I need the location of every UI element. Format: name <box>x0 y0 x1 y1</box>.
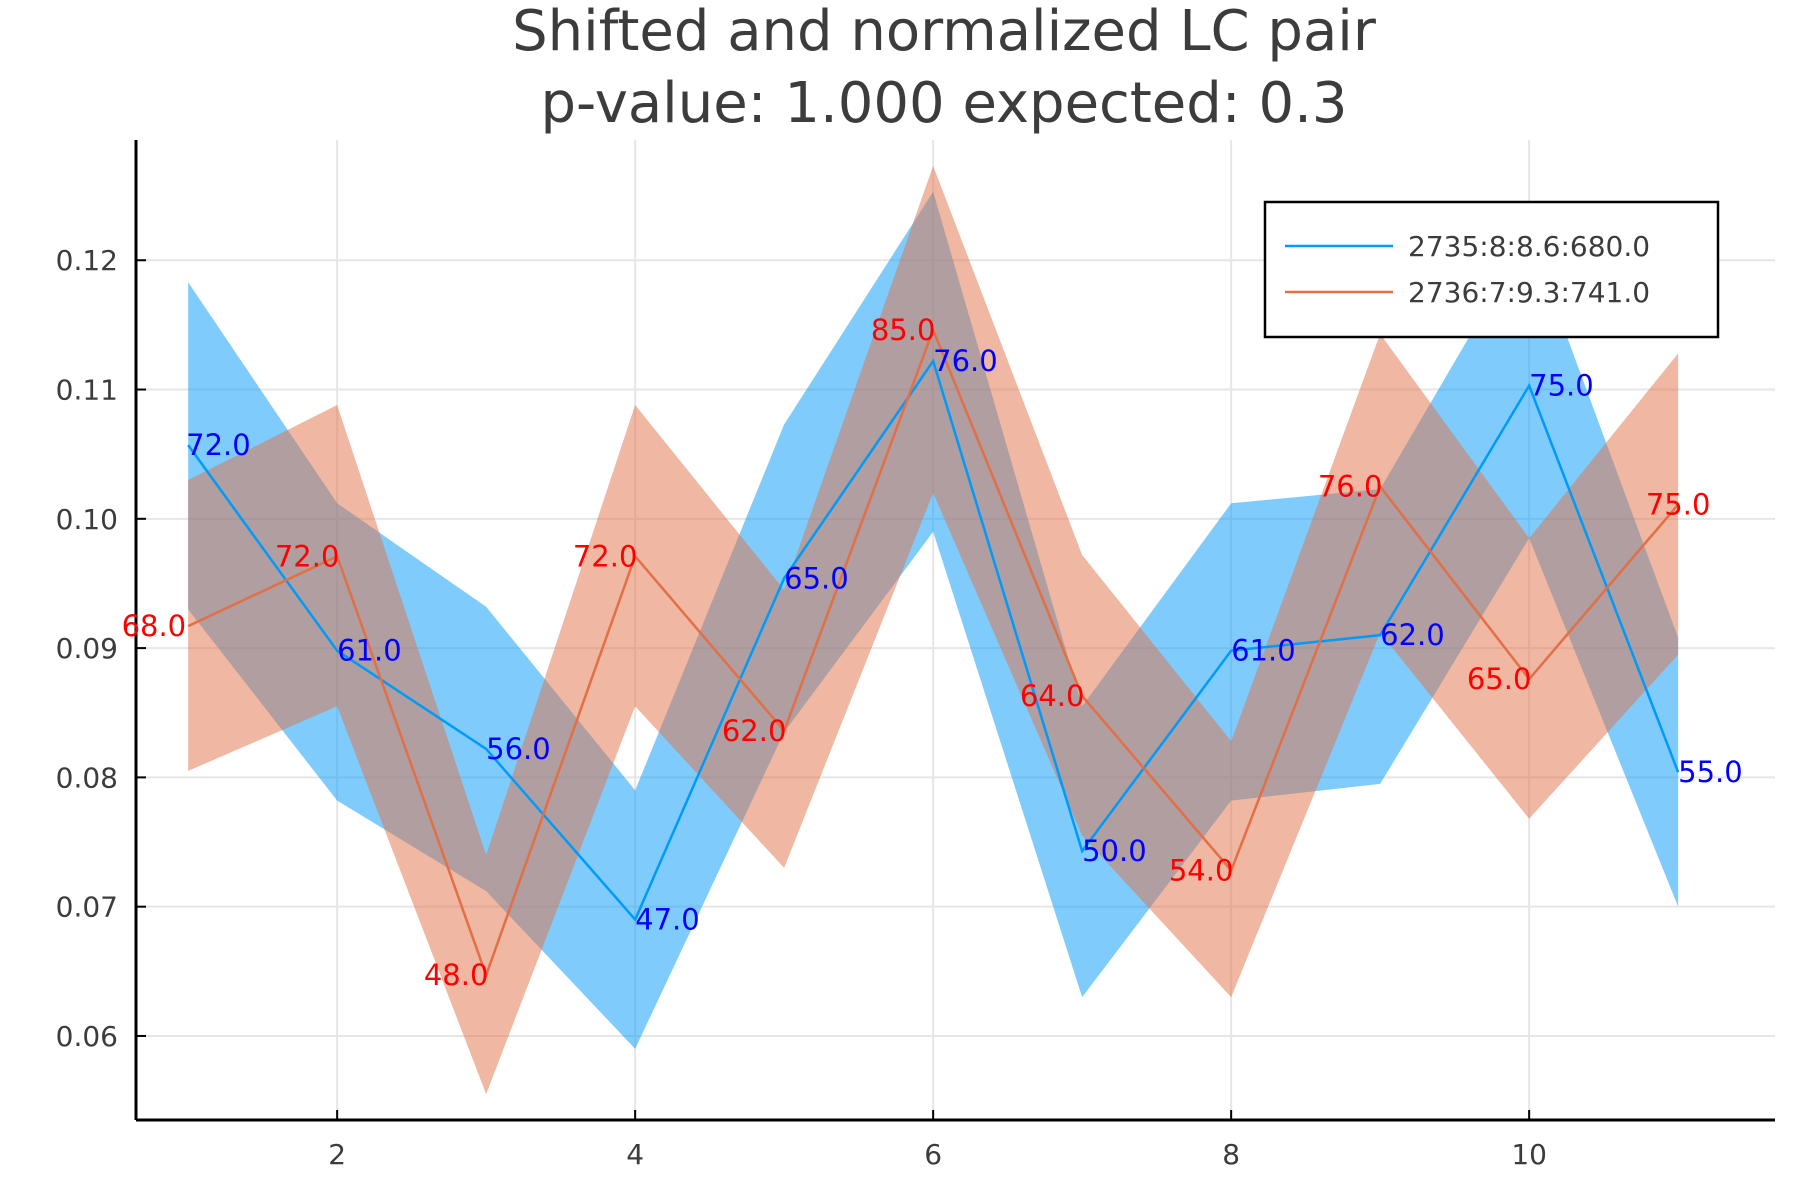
data-label-series-2: 75.0 <box>1646 488 1711 522</box>
data-label-series-1: 61.0 <box>337 634 402 668</box>
data-label-series-2: 72.0 <box>573 539 638 573</box>
data-label-series-2: 64.0 <box>1020 679 1085 713</box>
data-label-series-1: 61.0 <box>1231 634 1296 668</box>
data-label-series-2: 76.0 <box>1318 469 1383 503</box>
tick-labels: 2 4 6 8 10 0.06 0.07 0.08 0.09 0.10 0.11 0.12 <box>56 244 1547 1171</box>
y-tick-label: 0.10 <box>56 503 118 536</box>
y-tick-label: 0.11 <box>56 374 118 407</box>
data-label-series-2: 85.0 <box>871 313 936 347</box>
chart-subtitle: p-value: 1.000 expected: 0.3 <box>540 71 1347 136</box>
legend-label-series-1: 2735:8:8.6:680.0 <box>1408 230 1650 263</box>
x-tick-label: 10 <box>1511 1138 1547 1171</box>
error-band-series-2 <box>188 165 1679 1095</box>
y-tick-label: 0.07 <box>56 891 118 924</box>
legend-label-series-2: 2736:7:9.3:741.0 <box>1408 276 1650 309</box>
legend: 2735:8:8.6:680.0 2736:7:9.3:741.0 <box>1263 200 1720 339</box>
data-label-series-2: 48.0 <box>424 958 489 992</box>
data-label-series-2: 65.0 <box>1467 662 1532 696</box>
x-tick-label: 8 <box>1222 1138 1240 1171</box>
y-tick-label: 0.09 <box>56 632 118 665</box>
x-tick-label: 4 <box>626 1138 644 1171</box>
legend-box <box>1263 200 1720 339</box>
data-label-series-2: 62.0 <box>722 714 787 748</box>
data-label-series-1: 75.0 <box>1529 369 1594 403</box>
x-tick-label: 2 <box>328 1138 346 1171</box>
data-label-series-1: 72.0 <box>186 428 251 462</box>
data-label-series-1: 56.0 <box>486 732 551 766</box>
data-label-series-2: 54.0 <box>1169 853 1234 887</box>
data-label-series-2: 72.0 <box>275 539 340 573</box>
x-tick-label: 6 <box>924 1138 942 1171</box>
y-tick-label: 0.06 <box>56 1020 118 1053</box>
y-tick-label: 0.12 <box>56 244 118 277</box>
axes <box>134 140 1775 1122</box>
data-label-series-2: 68.0 <box>122 609 187 643</box>
data-label-series-1: 65.0 <box>784 561 849 595</box>
data-label-series-1: 50.0 <box>1082 834 1147 868</box>
series-line-2 <box>187 326 1680 979</box>
series-lines <box>187 326 1680 979</box>
chart-title: Shifted and normalized LC pair <box>512 0 1377 64</box>
y-tick-label: 0.08 <box>56 761 118 794</box>
data-label-series-1: 62.0 <box>1380 618 1445 652</box>
data-labels: 72.0 61.0 56.0 47.0 65.0 76.0 50.0 61.0 62.0 75.0… <box>122 313 1743 992</box>
data-label-series-1: 76.0 <box>933 344 998 378</box>
data-label-series-1: 47.0 <box>635 903 700 937</box>
data-label-series-1: 55.0 <box>1678 755 1743 789</box>
